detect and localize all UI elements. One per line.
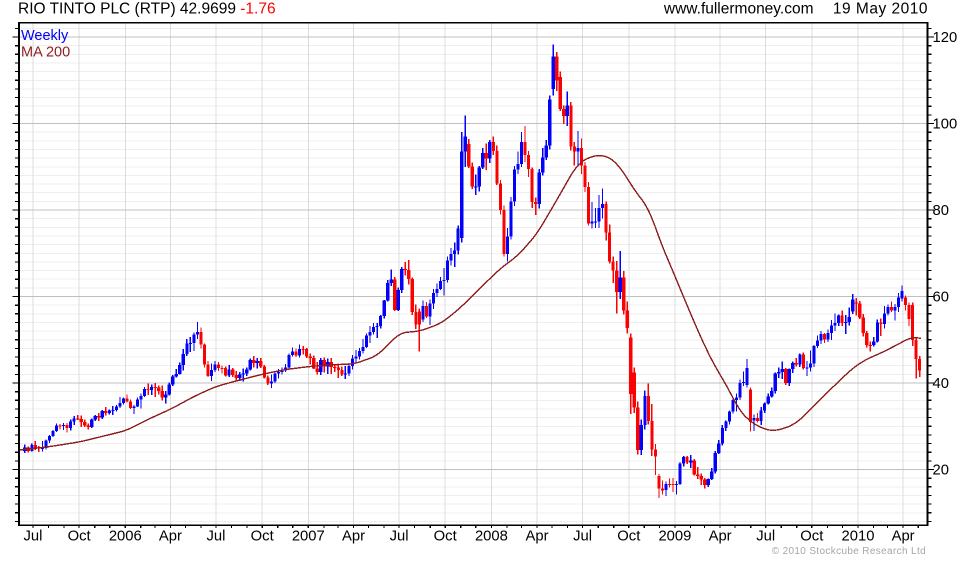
svg-text:Jul: Jul — [207, 529, 226, 545]
svg-text:Apr: Apr — [342, 529, 365, 545]
svg-text:2006: 2006 — [109, 529, 142, 545]
svg-text:Oct: Oct — [800, 529, 823, 545]
svg-text:Oct: Oct — [251, 529, 274, 545]
svg-text:Oct: Oct — [434, 529, 457, 545]
svg-text:120: 120 — [933, 30, 958, 46]
svg-text:Oct: Oct — [617, 529, 640, 545]
svg-text:100: 100 — [933, 117, 958, 133]
svg-text:© 2010 Stockcube Research Ltd: © 2010 Stockcube Research Ltd — [772, 546, 926, 557]
svg-text:Apr: Apr — [892, 529, 915, 545]
svg-text:2007: 2007 — [292, 529, 325, 545]
svg-text:Oct: Oct — [68, 529, 91, 545]
svg-text:60: 60 — [933, 290, 949, 306]
svg-text:Jul: Jul — [390, 529, 409, 545]
svg-text:Jul: Jul — [24, 529, 43, 545]
svg-text:Jul: Jul — [573, 529, 592, 545]
svg-text:www.fullermoney.com: www.fullermoney.com — [663, 1, 814, 18]
svg-text:Apr: Apr — [159, 529, 182, 545]
svg-text:80: 80 — [933, 203, 949, 219]
svg-text:Weekly: Weekly — [21, 28, 69, 44]
svg-text:40: 40 — [933, 376, 949, 392]
svg-text:Apr: Apr — [709, 529, 732, 545]
svg-text:Apr: Apr — [525, 529, 548, 545]
svg-text:19 May 2010: 19 May 2010 — [833, 1, 928, 18]
svg-text:Jul: Jul — [756, 529, 775, 545]
svg-text:2010: 2010 — [842, 529, 875, 545]
svg-text:2009: 2009 — [658, 529, 691, 545]
svg-text:RIO TINTO PLC (RTP) 42.9699 -1: RIO TINTO PLC (RTP) 42.9699 -1.76 — [18, 1, 276, 18]
svg-text:20: 20 — [933, 463, 949, 479]
svg-text:2008: 2008 — [475, 529, 508, 545]
svg-text:MA 200: MA 200 — [21, 45, 70, 61]
